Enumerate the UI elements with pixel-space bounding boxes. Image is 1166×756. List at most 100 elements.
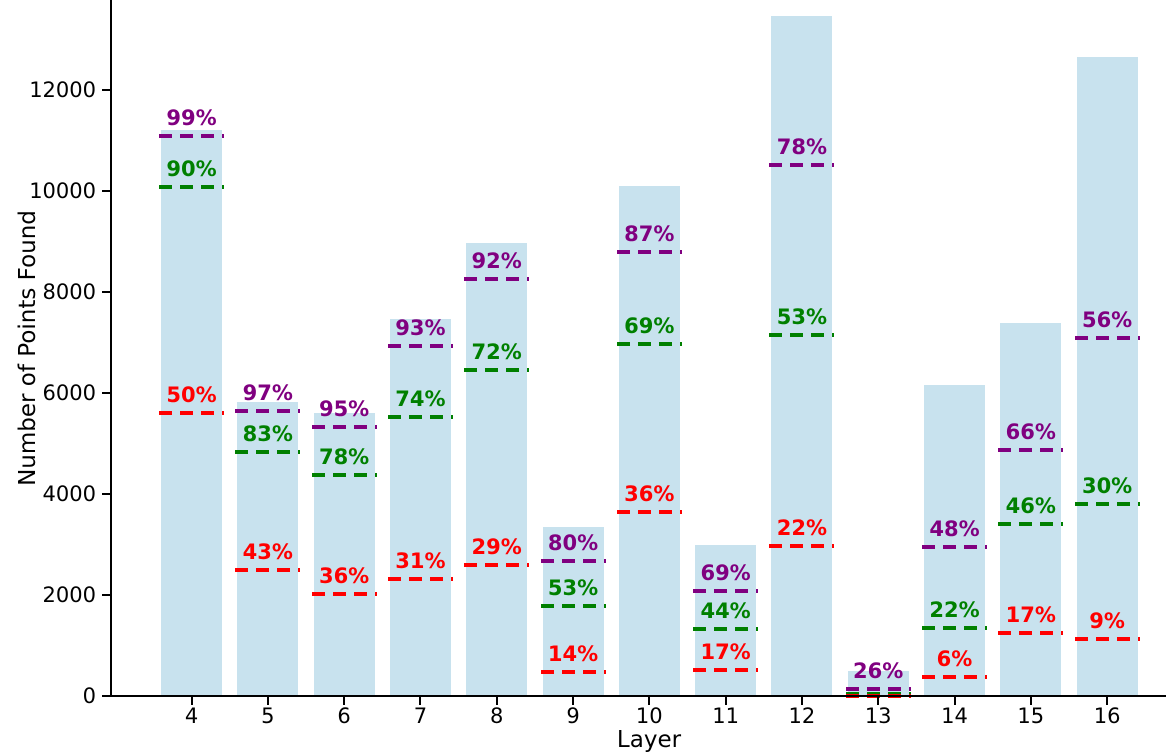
green-threshold-pct-label-layer-15: 46% <box>1005 494 1056 519</box>
purple-threshold-line-layer-11 <box>693 589 759 594</box>
green-threshold-pct-label-layer-8: 72% <box>471 339 522 364</box>
red-threshold-line-layer-6 <box>311 592 377 597</box>
y-tick-label: 0 <box>82 684 96 708</box>
y-axis-title: Number of Points Found <box>15 210 41 486</box>
green-threshold-pct-label-layer-4: 90% <box>166 156 217 181</box>
purple-threshold-line-layer-4 <box>159 134 224 139</box>
x-tick-label-12: 12 <box>788 704 816 728</box>
y-axis-line <box>110 0 112 697</box>
y-tick-mark <box>102 89 110 91</box>
bar-layer-10 <box>618 185 680 696</box>
x-tick-label-8: 8 <box>490 704 504 728</box>
purple-threshold-pct-label-layer-12: 78% <box>776 135 828 160</box>
x-axis-line <box>110 695 1166 697</box>
green-threshold-pct-label-layer-10: 69% <box>624 314 675 339</box>
red-threshold-line-layer-7 <box>387 577 453 582</box>
y-tick-mark <box>102 190 110 192</box>
bar-layer-16 <box>1076 57 1138 696</box>
y-tick-mark <box>102 493 110 495</box>
red-threshold-pct-label-layer-10: 36% <box>624 482 675 507</box>
x-tick-mark <box>419 697 422 705</box>
x-tick-mark <box>190 697 193 705</box>
red-threshold-pct-label-layer-12: 22% <box>776 516 828 541</box>
x-tick-mark <box>953 697 956 705</box>
bar-layer-12 <box>771 15 833 696</box>
purple-threshold-pct-label-layer-10: 87% <box>624 222 675 247</box>
x-axis-title: Layer <box>616 727 682 753</box>
red-threshold-pct-label-layer-6: 36% <box>318 564 370 589</box>
purple-threshold-pct-label-layer-8: 92% <box>471 249 522 274</box>
red-threshold-pct-label-layer-5: 43% <box>242 539 293 564</box>
purple-threshold-line-layer-5 <box>235 408 301 413</box>
x-tick-mark <box>1106 697 1109 705</box>
purple-threshold-pct-label-layer-6: 95% <box>318 397 370 422</box>
x-tick-label-13: 13 <box>864 704 892 728</box>
red-threshold-line-layer-5 <box>235 567 301 572</box>
purple-threshold-pct-label-layer-15: 66% <box>1005 419 1056 444</box>
x-tick-label-11: 11 <box>712 704 739 728</box>
red-threshold-pct-label-layer-4: 50% <box>166 383 217 408</box>
red-threshold-line-layer-15 <box>998 630 1064 635</box>
red-threshold-line-layer-8 <box>464 562 530 567</box>
green-threshold-line-layer-5 <box>235 450 301 455</box>
purple-threshold-pct-label-layer-9: 80% <box>547 530 599 555</box>
red-threshold-pct-label-layer-7: 31% <box>395 549 446 574</box>
x-tick-mark <box>495 697 498 705</box>
green-threshold-line-layer-14 <box>922 625 987 630</box>
x-tick-label-7: 7 <box>413 704 428 728</box>
red-threshold-pct-label-layer-8: 29% <box>471 534 522 559</box>
purple-threshold-pct-label-layer-14: 48% <box>929 516 980 541</box>
red-threshold-line-layer-12 <box>769 544 835 549</box>
green-threshold-line-layer-10 <box>616 342 682 347</box>
red-threshold-line-layer-10 <box>616 510 682 515</box>
bar-layer-13 <box>847 670 909 696</box>
red-threshold-pct-label-layer-14: 6% <box>936 647 973 672</box>
x-tick-label-10: 10 <box>635 704 663 728</box>
green-threshold-line-layer-9 <box>540 604 606 609</box>
green-threshold-pct-label-layer-6: 78% <box>318 445 370 470</box>
purple-threshold-line-layer-6 <box>311 425 377 430</box>
x-tick-mark <box>343 697 346 705</box>
y-tick-mark <box>102 291 110 293</box>
green-threshold-pct-label-layer-5: 83% <box>242 422 293 447</box>
purple-threshold-pct-label-layer-13: 26% <box>853 659 904 684</box>
purple-threshold-pct-label-layer-7: 93% <box>395 315 446 340</box>
purple-threshold-line-layer-9 <box>540 558 606 563</box>
red-threshold-pct-label-layer-16: 9% <box>1089 608 1125 633</box>
green-threshold-pct-label-layer-9: 53% <box>547 576 599 601</box>
x-tick-mark <box>572 697 574 705</box>
x-tick-mark <box>724 697 727 705</box>
purple-threshold-line-layer-15 <box>998 447 1064 452</box>
red-threshold-line-layer-9 <box>540 670 606 675</box>
purple-threshold-line-layer-8 <box>464 277 530 282</box>
purple-threshold-line-layer-14 <box>922 544 987 549</box>
green-threshold-line-layer-4 <box>159 184 224 189</box>
bar-layer-9 <box>542 526 604 696</box>
y-tick-label: 8000 <box>42 280 96 304</box>
green-threshold-line-layer-16 <box>1074 502 1140 507</box>
green-threshold-line-layer-11 <box>693 627 759 632</box>
x-tick-mark <box>877 697 880 705</box>
purple-threshold-pct-label-layer-5: 97% <box>242 380 293 405</box>
green-threshold-pct-label-layer-16: 30% <box>1081 474 1133 499</box>
green-threshold-line-layer-6 <box>311 473 377 478</box>
x-tick-label-16: 16 <box>1093 704 1121 728</box>
x-tick-label-15: 15 <box>1017 704 1045 728</box>
x-tick-label-4: 4 <box>184 704 199 728</box>
green-threshold-line-layer-8 <box>464 367 530 372</box>
red-threshold-pct-label-layer-11: 17% <box>700 640 751 665</box>
bar-layer-8 <box>466 243 528 696</box>
x-tick-mark <box>800 697 803 705</box>
green-threshold-pct-label-layer-14: 22% <box>929 597 980 622</box>
y-tick-label: 12000 <box>29 78 96 102</box>
green-threshold-line-layer-12 <box>769 333 835 338</box>
purple-threshold-pct-label-layer-4: 99% <box>166 106 217 131</box>
x-tick-mark <box>266 697 269 705</box>
red-threshold-pct-label-layer-15: 17% <box>1005 602 1056 627</box>
bar-layer-7 <box>389 319 451 696</box>
green-threshold-line-layer-15 <box>998 522 1064 527</box>
red-threshold-line-layer-11 <box>693 668 759 673</box>
green-threshold-pct-label-layer-12: 53% <box>776 305 828 330</box>
purple-threshold-line-layer-13 <box>845 687 911 692</box>
